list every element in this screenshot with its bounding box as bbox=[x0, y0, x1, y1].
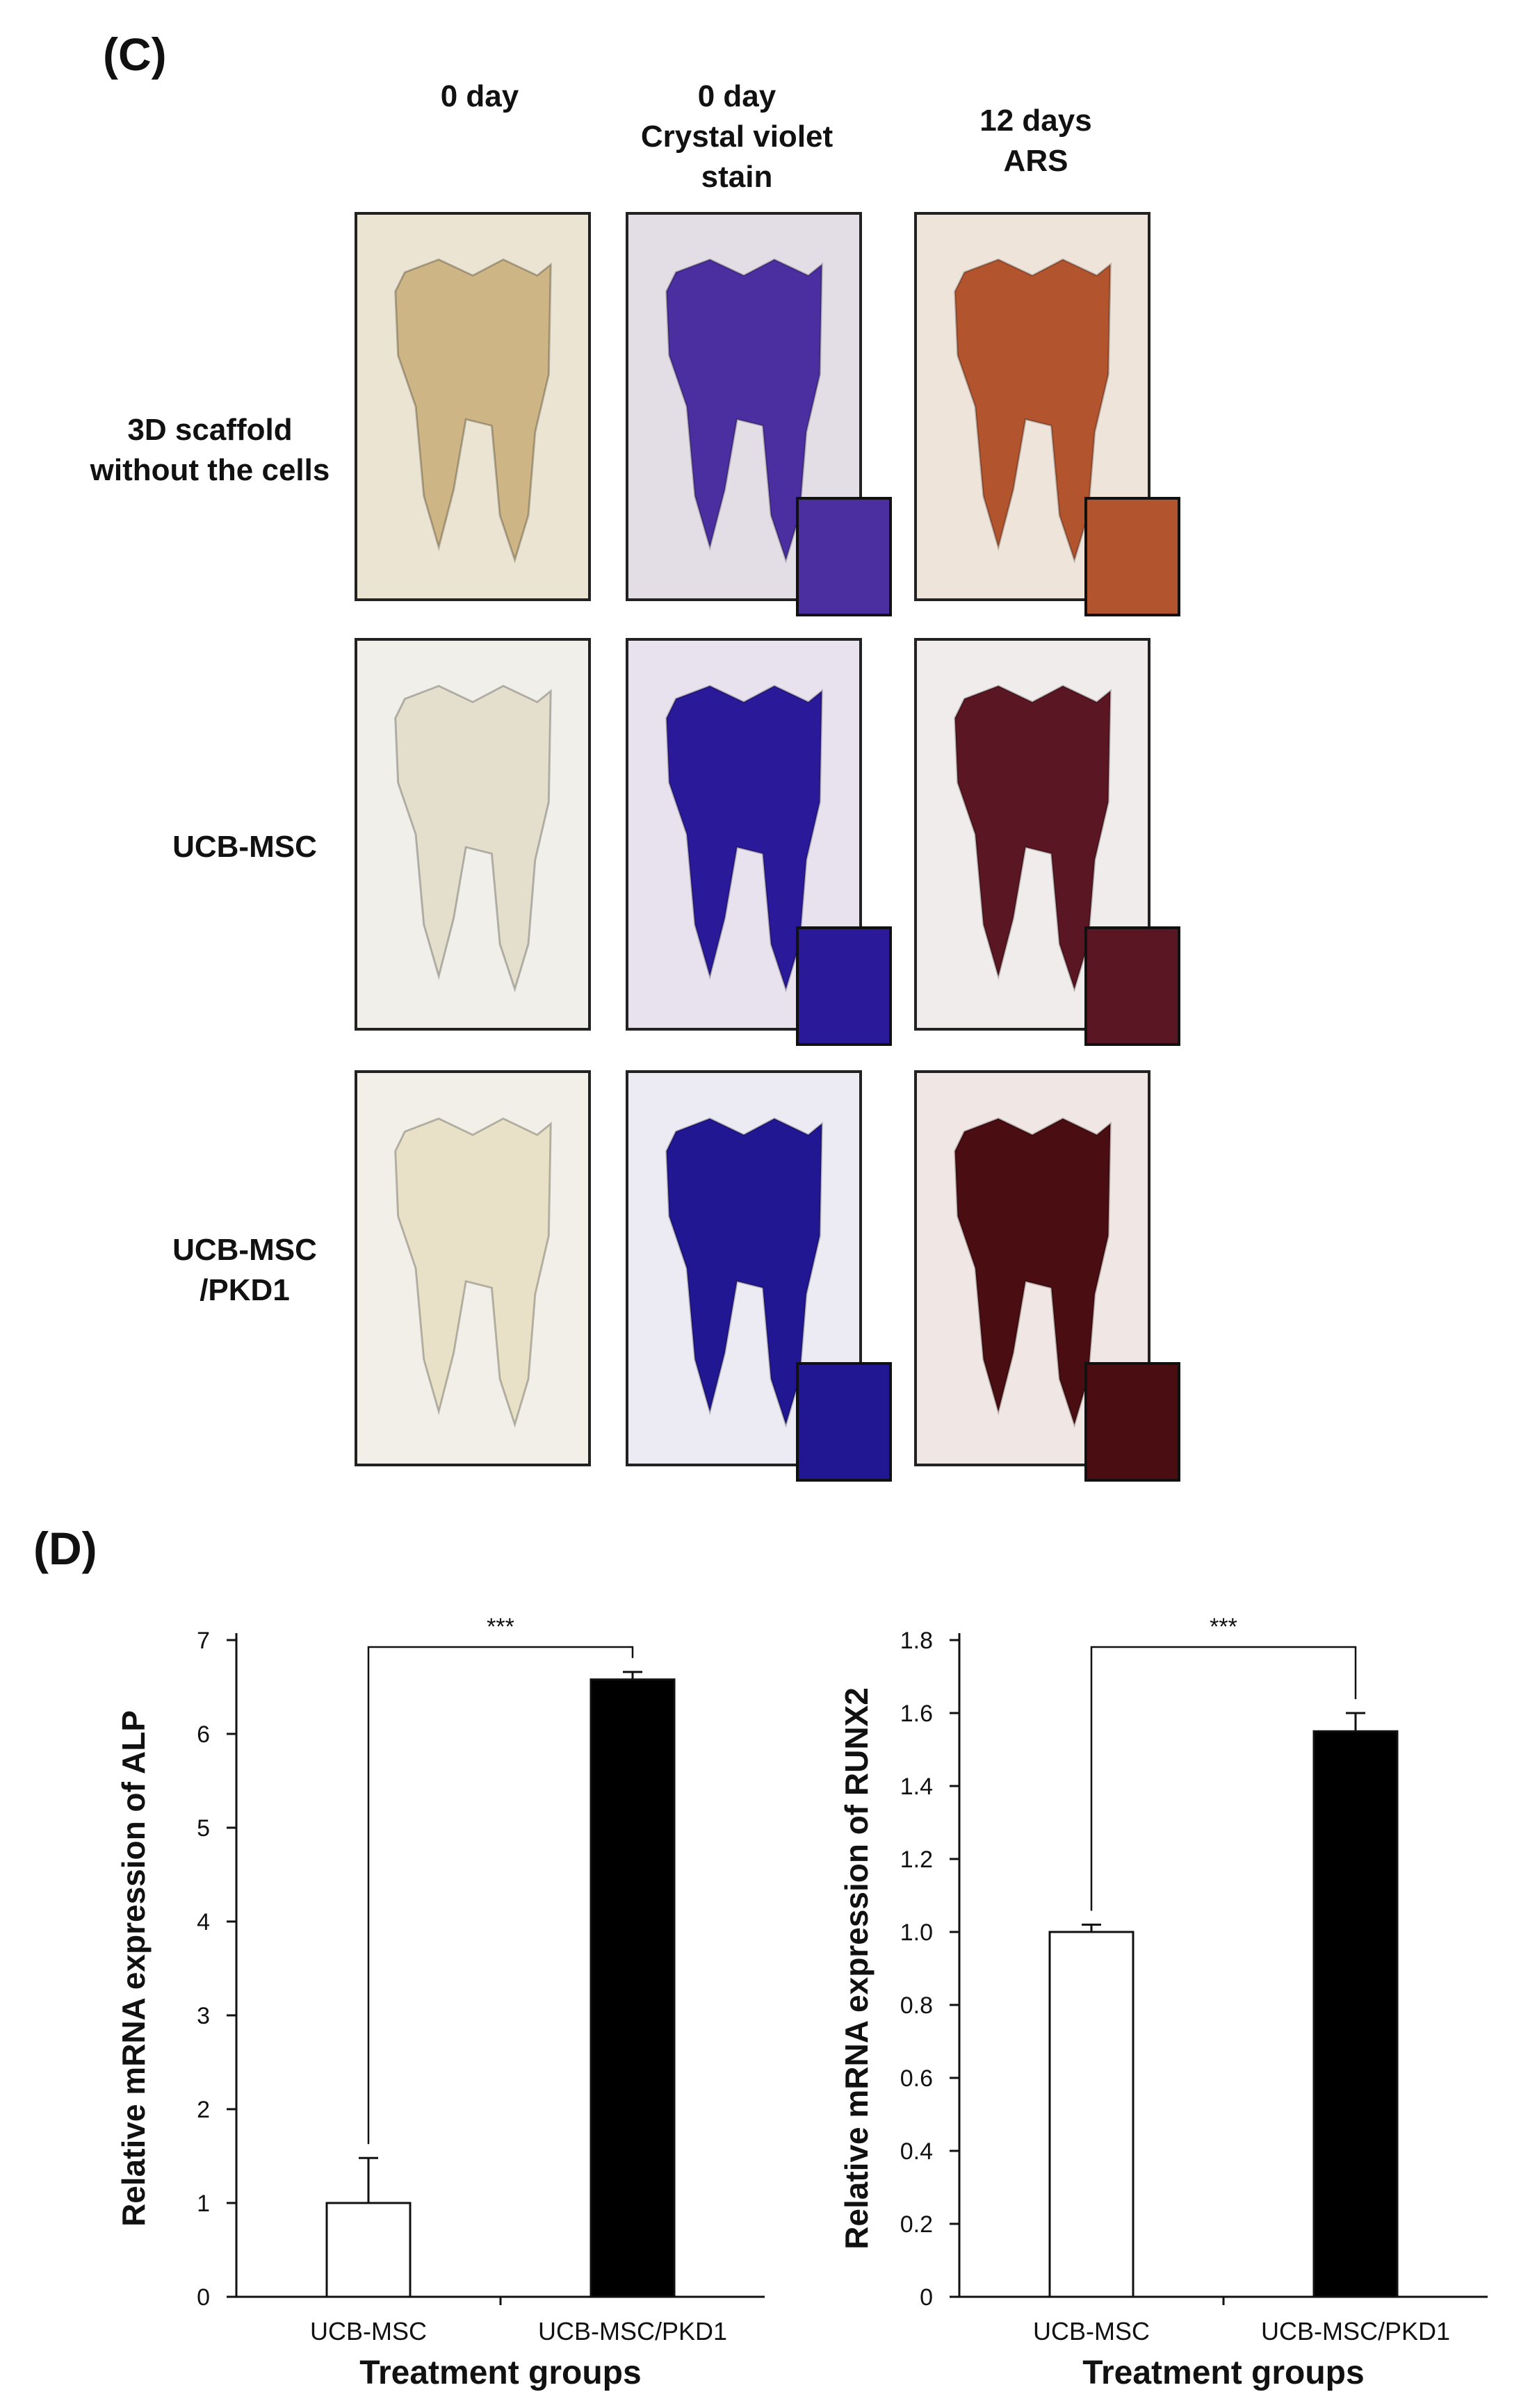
alp-chart-svg: 0 1 2 3 4 5 6 7 UCB-MSC UCB-MSC/PKD1 *** Treatment … bbox=[115, 1614, 765, 2391]
column-header-line: 12 days bbox=[979, 104, 1092, 138]
bar-control bbox=[325, 2202, 412, 2298]
micrograph-scaffold-0-day bbox=[355, 212, 591, 601]
runx2-bar-chart: 0 0.2 0.4 0.6 0.8 1.0 1.2 1.4 1.6 1.8 UCB-MSC UCB-M… bbox=[827, 1598, 1522, 2398]
x-category-label: UCB-MSC bbox=[310, 2317, 427, 2345]
tooth-scaffold-shape bbox=[394, 685, 552, 993]
x-category-label: UCB-MSC/PKD1 bbox=[1261, 2317, 1450, 2345]
x-axis-title: Treatment groups bbox=[1082, 2354, 1364, 2391]
y-axis-title: Relative mRNA expression of RUNX2 bbox=[838, 1687, 875, 2250]
y-tick-label: 0 bbox=[920, 2284, 933, 2311]
significance-marker: *** bbox=[487, 1614, 514, 1640]
y-axis-title: Relative mRNA expression of ALP bbox=[115, 1710, 152, 2227]
y-tick-label: 0.2 bbox=[900, 2211, 933, 2238]
y-tick-label: 4 bbox=[197, 1909, 210, 1935]
panel-c-label: (C) bbox=[103, 28, 167, 80]
row-header-line: UCB-MSC bbox=[172, 1233, 317, 1267]
tooth-scaffold-shape bbox=[954, 258, 1112, 564]
row-header-line: without the cells bbox=[90, 453, 330, 487]
y-tick-label: 0.8 bbox=[900, 1992, 933, 2019]
column-header-line: 0 day bbox=[440, 79, 519, 113]
micrograph-ucb-msc-0-day bbox=[355, 638, 591, 1031]
x-category-label: UCB-MSC/PKD1 bbox=[538, 2317, 727, 2345]
y-tick-label: 3 bbox=[197, 2003, 210, 2029]
y-tick-label: 1.8 bbox=[900, 1628, 933, 1654]
magnified-inset bbox=[1084, 1362, 1180, 1482]
column-header-crystal-violet: 0 day Crystal violet stain bbox=[612, 76, 862, 197]
y-tick-label: 1.2 bbox=[900, 1846, 933, 1873]
column-header-ars: 12 days ARS bbox=[911, 101, 1161, 181]
micrograph-ucb-msc-pkd1-0-day bbox=[355, 1070, 591, 1466]
y-tick-label: 2 bbox=[197, 2097, 210, 2123]
column-header-line: 0 day bbox=[697, 79, 776, 113]
magnified-inset bbox=[1084, 926, 1180, 1046]
row-header-line: 3D scaffold bbox=[127, 413, 293, 447]
x-axis-title: Treatment groups bbox=[359, 2354, 641, 2391]
bar-treatment bbox=[1312, 1730, 1399, 2298]
row-header-line: /PKD1 bbox=[200, 1273, 290, 1307]
row-header-ucb-msc: UCB-MSC bbox=[78, 827, 412, 867]
magnified-inset bbox=[1084, 497, 1180, 616]
significance-marker: *** bbox=[1210, 1614, 1237, 1640]
magnified-inset bbox=[796, 497, 892, 616]
tooth-scaffold-shape bbox=[665, 685, 823, 993]
micrograph-scaffold-ars bbox=[914, 212, 1150, 601]
x-category-label: UCB-MSC bbox=[1033, 2317, 1150, 2345]
significance-bracket bbox=[367, 1646, 634, 2145]
magnified-inset bbox=[796, 1362, 892, 1482]
y-tick-label: 1.6 bbox=[900, 1701, 933, 1727]
y-tick-label: 1.4 bbox=[900, 1774, 933, 1800]
micrograph-ucb-msc-pkd1-crystal-violet bbox=[626, 1070, 862, 1466]
micrograph-ucb-msc-crystal-violet bbox=[626, 638, 862, 1031]
panel-d-label: (D) bbox=[33, 1523, 97, 1574]
row-header-line: UCB-MSC bbox=[172, 830, 317, 864]
y-tick-label: 1.0 bbox=[900, 1919, 933, 1946]
y-tick-label: 5 bbox=[197, 1815, 210, 1842]
column-header-0-day: 0 day bbox=[355, 76, 605, 117]
y-tick-label: 0.6 bbox=[900, 2065, 933, 2092]
row-header-ucb-msc-pkd1: UCB-MSC /PKD1 bbox=[78, 1230, 412, 1311]
alp-bar-chart: 0 1 2 3 4 5 6 7 UCB-MSC UCB-MSC/PKD1 *** Treatment … bbox=[104, 1598, 799, 2398]
bar-treatment bbox=[589, 1678, 676, 2298]
bar-control bbox=[1048, 1931, 1135, 2298]
runx2-chart-svg: 0 0.2 0.4 0.6 0.8 1.0 1.2 1.4 1.6 1.8 UCB-MSC UCB-M… bbox=[838, 1614, 1488, 2391]
tooth-scaffold-shape bbox=[665, 1117, 823, 1428]
y-tick-label: 0.4 bbox=[900, 2138, 933, 2165]
column-header-line: Crystal violet bbox=[640, 120, 833, 154]
y-tick-label: 7 bbox=[197, 1628, 210, 1654]
significance-bracket bbox=[1090, 1646, 1357, 1911]
tooth-scaffold-shape bbox=[954, 1117, 1112, 1428]
y-tick-label: 6 bbox=[197, 1721, 210, 1748]
y-tick-label: 1 bbox=[197, 2190, 210, 2217]
tooth-scaffold-shape bbox=[394, 258, 552, 564]
y-tick-label: 0 bbox=[197, 2284, 210, 2311]
column-header-line: ARS bbox=[1003, 144, 1068, 178]
column-header-line: stain bbox=[701, 160, 773, 194]
tooth-scaffold-shape bbox=[394, 1117, 552, 1428]
tooth-scaffold-shape bbox=[665, 258, 823, 564]
tooth-scaffold-shape bbox=[954, 685, 1112, 993]
magnified-inset bbox=[796, 926, 892, 1046]
row-header-scaffold: 3D scaffold without the cells bbox=[43, 410, 377, 491]
